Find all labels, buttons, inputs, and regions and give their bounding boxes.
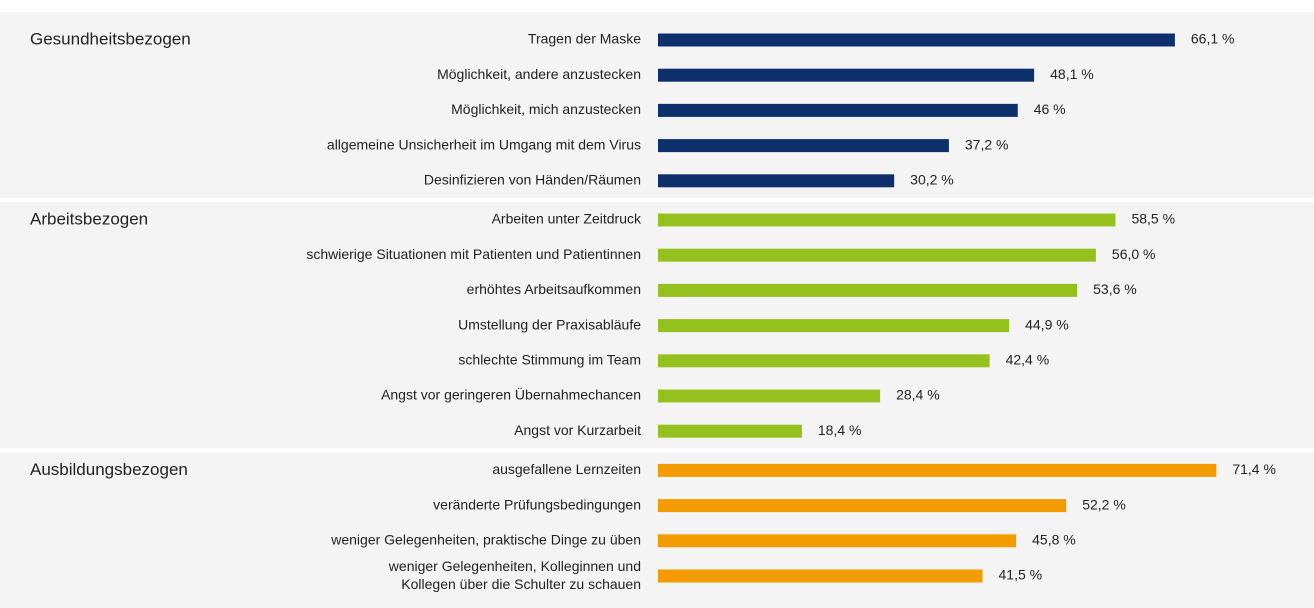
panel [0,12,1314,608]
bar [658,424,802,438]
value-label: 18,4 % [818,422,862,438]
category-label: schlechte Stimmung im Team [458,352,641,368]
category-label: Umstellung der Praxisabläufe [458,316,641,332]
bar [658,248,1096,262]
bar [658,213,1116,227]
value-label: 66,1 % [1191,31,1235,47]
value-label: 53,6 % [1093,281,1137,297]
category-label: schwierige Situationen mit Patienten und… [306,246,641,262]
category-label: Desinfizieren von Händen/Räumen [424,172,641,188]
bar [658,319,1010,333]
bar [658,283,1078,297]
value-label: 52,2 % [1082,496,1126,512]
bar [658,174,895,188]
bar [658,463,1217,477]
group-label: Gesundheitsbezogen [30,29,191,48]
value-label: 28,4 % [896,387,940,403]
bar [658,499,1067,513]
bar [658,33,1175,47]
bar [658,354,990,368]
category-label: Angst vor geringeren Übernahmechancen [381,386,641,403]
group-label: Arbeitsbezogen [30,209,148,228]
category-label: Angst vor Kurzarbeit [514,422,641,438]
bar [658,569,983,583]
category-label: erhöhtes Arbeitsaufkommen [467,281,641,297]
group-label: Ausbildungsbezogen [30,460,188,479]
bar [658,103,1018,117]
value-label: 71,4 % [1232,461,1276,477]
value-label: 37,2 % [965,136,1009,152]
bar [658,389,881,403]
category-label: Möglichkeit, mich anzustecken [451,101,641,117]
category-label: Arbeiten unter Zeitdruck [492,211,642,227]
value-label: 30,2 % [910,172,954,188]
bar [658,534,1017,548]
category-label: allgemeine Unsicherheit im Umgang mit de… [327,136,641,152]
category-label: ausgefallene Lernzeiten [492,461,641,477]
category-label: weniger Gelegenheiten, Kolleginnen und Ko… [388,558,641,592]
category-label: veränderte Prüfungsbedingungen [433,496,641,512]
value-label: 44,9 % [1025,316,1069,332]
value-label: 41,5 % [999,567,1043,583]
value-label: 56,0 % [1112,246,1156,262]
value-label: 46 % [1034,101,1066,117]
category-label: weniger Gelegenheiten, praktische Dinge … [330,532,641,548]
bar [658,139,949,153]
value-label: 42,4 % [1006,352,1050,368]
bar [658,68,1035,82]
value-label: 45,8 % [1032,532,1076,548]
category-label: Möglichkeit, andere anzustecken [437,66,641,82]
value-label: 48,1 % [1050,66,1094,82]
category-label: Tragen der Maske [528,31,641,47]
value-label: 58,5 % [1131,211,1175,227]
